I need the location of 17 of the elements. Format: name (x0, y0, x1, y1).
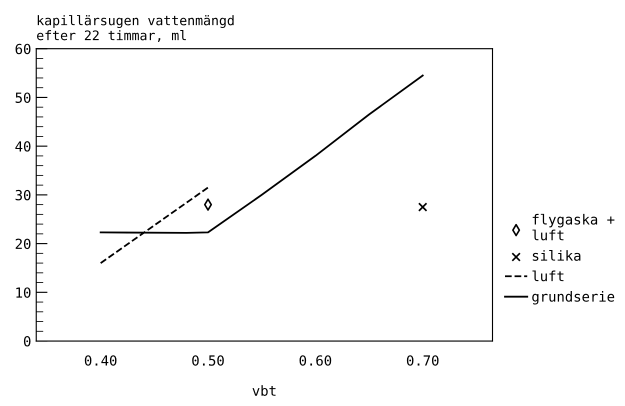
legend-label: flygaska + luft (532, 214, 614, 240)
legend-label: silika (532, 250, 580, 261)
y-tick-label: 40 (15, 141, 30, 152)
x-tick-label: 0.60 (300, 355, 332, 366)
y-tick-label: 20 (16, 238, 30, 250)
x-tick-label: 0.70 (406, 355, 439, 366)
x-tick-label: 0.40 (84, 355, 116, 366)
y-tick-label: 10 (16, 287, 30, 298)
y-tick-label: 0 (24, 336, 30, 347)
x-tick-label: 0.50 (192, 355, 224, 366)
legend-label: grundserie (532, 291, 614, 305)
y-tick-label: 30 (16, 190, 30, 200)
x-axis-title: vbt (252, 385, 276, 396)
legend-label: luft (532, 270, 564, 282)
y-tick-label: 60 (16, 44, 30, 54)
y-tick-label: 50 (16, 92, 30, 103)
chart-title: kapillärsugen vattenmängd efter 22 timmar, ml (37, 15, 234, 42)
